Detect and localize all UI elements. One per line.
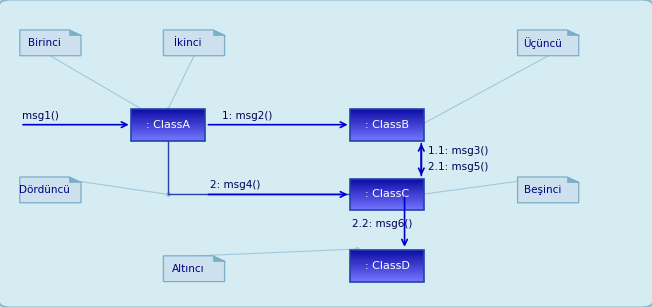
Bar bbox=[350, 117, 424, 118]
Bar bbox=[350, 182, 424, 183]
Bar bbox=[350, 201, 424, 202]
Bar bbox=[131, 132, 205, 133]
Bar bbox=[350, 193, 424, 194]
Text: 2: msg4(): 2: msg4() bbox=[210, 181, 260, 190]
Polygon shape bbox=[69, 30, 81, 35]
Bar bbox=[131, 129, 205, 130]
Bar bbox=[350, 128, 424, 129]
Bar bbox=[350, 131, 424, 132]
Bar bbox=[350, 125, 424, 126]
Bar bbox=[131, 130, 205, 131]
Bar bbox=[350, 202, 424, 203]
Bar bbox=[131, 122, 205, 124]
Text: : ClassB: : ClassB bbox=[365, 120, 409, 130]
Bar bbox=[350, 122, 424, 124]
Polygon shape bbox=[567, 177, 579, 182]
Bar bbox=[131, 128, 205, 129]
Bar bbox=[350, 138, 424, 140]
Bar bbox=[350, 271, 424, 272]
Bar bbox=[131, 118, 205, 119]
Bar bbox=[350, 119, 424, 120]
Bar bbox=[350, 254, 424, 255]
Bar bbox=[131, 131, 205, 132]
Polygon shape bbox=[20, 30, 81, 56]
Bar bbox=[350, 256, 424, 257]
Bar bbox=[350, 109, 424, 110]
Bar bbox=[350, 130, 424, 131]
Polygon shape bbox=[213, 256, 224, 261]
Bar bbox=[350, 209, 424, 210]
Bar bbox=[350, 198, 424, 199]
Bar bbox=[350, 118, 424, 119]
Bar bbox=[350, 184, 424, 185]
Bar bbox=[131, 136, 205, 138]
Bar bbox=[350, 127, 424, 128]
Bar bbox=[350, 265, 424, 266]
Bar bbox=[350, 199, 424, 200]
Bar bbox=[350, 205, 424, 206]
Text: 1: msg2(): 1: msg2() bbox=[222, 111, 272, 121]
Bar bbox=[350, 112, 424, 113]
Bar bbox=[350, 250, 424, 282]
Polygon shape bbox=[20, 177, 81, 203]
Bar bbox=[350, 189, 424, 190]
Bar bbox=[350, 200, 424, 201]
Text: 1.1: msg3(): 1.1: msg3() bbox=[428, 146, 488, 156]
Bar bbox=[350, 190, 424, 191]
Bar bbox=[131, 135, 205, 136]
Text: Altıncı: Altıncı bbox=[172, 264, 205, 274]
Bar bbox=[131, 120, 205, 122]
Bar bbox=[131, 138, 205, 140]
Bar bbox=[350, 251, 424, 252]
Bar bbox=[350, 273, 424, 274]
Bar bbox=[350, 109, 424, 141]
Bar bbox=[350, 186, 424, 187]
Bar bbox=[131, 133, 205, 134]
Bar bbox=[350, 253, 424, 254]
Bar bbox=[350, 116, 424, 117]
Bar bbox=[350, 208, 424, 209]
Bar bbox=[131, 127, 205, 128]
Bar bbox=[350, 110, 424, 111]
Bar bbox=[131, 124, 205, 125]
Text: 2.2: msg6(): 2.2: msg6() bbox=[352, 219, 412, 229]
Bar bbox=[350, 258, 424, 259]
Bar bbox=[350, 178, 424, 180]
Bar bbox=[131, 119, 205, 120]
Bar bbox=[350, 278, 424, 279]
Bar bbox=[350, 113, 424, 114]
Polygon shape bbox=[518, 177, 579, 203]
Polygon shape bbox=[518, 30, 579, 56]
Bar bbox=[350, 178, 424, 210]
Text: : ClassD: : ClassD bbox=[364, 261, 409, 271]
Bar bbox=[350, 267, 424, 268]
Bar bbox=[350, 124, 424, 125]
Bar bbox=[131, 111, 205, 112]
Bar bbox=[350, 133, 424, 134]
Bar bbox=[350, 129, 424, 130]
Bar bbox=[350, 196, 424, 198]
Bar bbox=[350, 192, 424, 193]
Bar bbox=[350, 269, 424, 270]
Bar bbox=[350, 257, 424, 258]
Bar bbox=[350, 134, 424, 135]
Text: Beşinci: Beşinci bbox=[524, 185, 561, 195]
Bar bbox=[350, 187, 424, 188]
Bar bbox=[350, 275, 424, 276]
Polygon shape bbox=[69, 177, 81, 182]
Bar bbox=[350, 255, 424, 256]
Bar bbox=[350, 250, 424, 251]
Text: msg1(): msg1() bbox=[22, 111, 59, 121]
Bar bbox=[131, 116, 205, 117]
Bar bbox=[131, 109, 205, 141]
Bar bbox=[350, 126, 424, 127]
Bar bbox=[350, 206, 424, 207]
Bar bbox=[350, 111, 424, 112]
Polygon shape bbox=[164, 30, 224, 56]
Bar bbox=[350, 252, 424, 253]
Text: Dördüncü: Dördüncü bbox=[19, 185, 70, 195]
Bar bbox=[350, 140, 424, 141]
Bar bbox=[350, 120, 424, 122]
Bar bbox=[131, 117, 205, 118]
